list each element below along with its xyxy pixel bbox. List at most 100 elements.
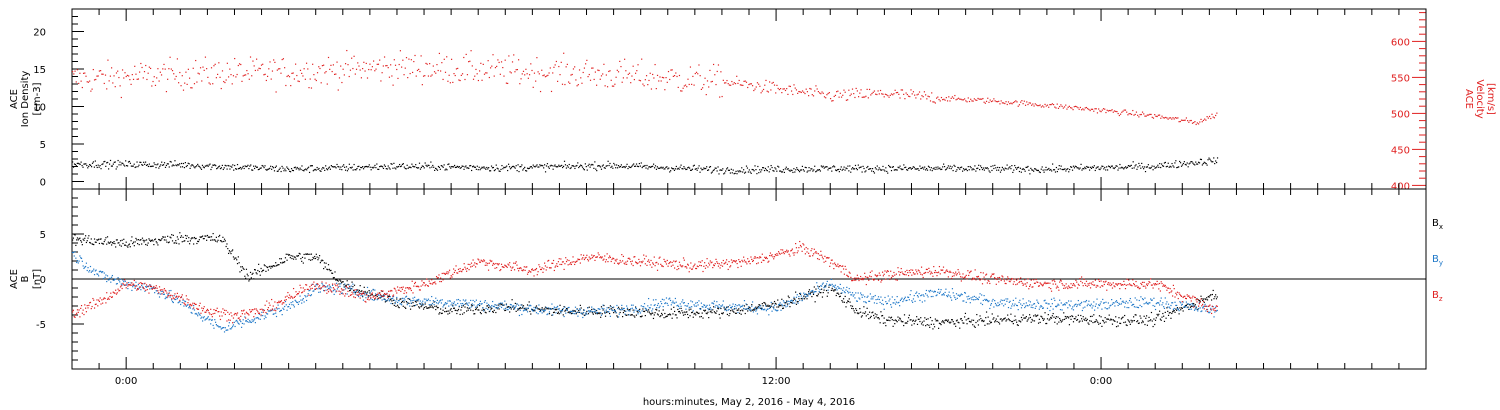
density-point — [780, 171, 783, 173]
velocity-point — [1012, 101, 1014, 104]
velocity-point — [535, 80, 537, 82]
b-y-point — [751, 301, 754, 303]
b-x-point — [891, 319, 893, 321]
density-point — [281, 165, 283, 168]
velocity-point — [760, 92, 762, 94]
density-point — [816, 170, 818, 172]
b-y-point — [431, 302, 434, 305]
velocity-point — [855, 87, 857, 90]
density-point — [561, 164, 563, 167]
density-point — [693, 164, 695, 166]
b-x-point — [917, 318, 919, 320]
velocity-point — [836, 91, 838, 93]
velocity-point — [102, 73, 104, 75]
b-y-point — [665, 297, 668, 299]
b-x-point — [908, 314, 910, 316]
b-y-point — [192, 308, 194, 310]
b-y-point — [115, 283, 118, 285]
b-x-point — [1188, 308, 1190, 311]
velocity-point — [700, 88, 702, 90]
b-y-point — [704, 304, 706, 306]
velocity-point — [497, 59, 499, 61]
b-x-point — [841, 299, 843, 302]
density-point — [1024, 170, 1026, 172]
density-point — [986, 167, 988, 169]
b-x-point — [1111, 323, 1114, 325]
density-point — [989, 171, 991, 173]
velocity-point — [1165, 116, 1167, 119]
b-y-point — [214, 321, 217, 323]
b-y-point — [762, 308, 764, 311]
velocity-point — [532, 86, 534, 88]
velocity-point — [319, 67, 321, 70]
velocity-point — [404, 67, 406, 69]
velocity-point — [799, 91, 801, 93]
density-point — [379, 166, 381, 168]
b-x-point — [1093, 314, 1095, 316]
b-y-point — [412, 297, 414, 299]
b-y-point — [422, 300, 424, 302]
velocity-point — [394, 64, 397, 66]
b-x-point — [493, 309, 495, 311]
b-x-point — [96, 239, 98, 241]
b-x-point — [505, 303, 508, 305]
density-point — [1150, 167, 1152, 169]
b-y-point — [96, 273, 98, 275]
velocity-point — [959, 98, 961, 100]
density-point — [613, 162, 615, 165]
density-point — [261, 164, 263, 167]
b-y-point — [155, 290, 157, 292]
density-point — [1075, 166, 1077, 168]
velocity-point — [1140, 113, 1142, 116]
b-y-point — [833, 285, 835, 287]
velocity-point — [470, 50, 472, 52]
b-y-point — [656, 304, 659, 307]
b-y-point — [795, 296, 798, 298]
b-y-point — [97, 273, 99, 275]
b-y-point — [704, 306, 707, 308]
velocity-axis-label-3: [km/s] — [1485, 83, 1496, 115]
density-point — [454, 166, 457, 169]
b-y-point — [1151, 299, 1153, 301]
velocity-point — [191, 87, 193, 89]
density-point — [323, 167, 325, 169]
b-y-point — [227, 325, 230, 327]
velocity-point — [292, 72, 294, 74]
velocity-point — [293, 78, 295, 80]
b-x-point — [593, 308, 595, 310]
velocity-point — [727, 83, 729, 85]
b-y-point — [158, 296, 161, 298]
b-y-point — [361, 293, 363, 295]
density-point — [909, 167, 912, 169]
density-point — [471, 166, 474, 168]
b-y-point — [260, 315, 262, 317]
velocity-point — [349, 69, 352, 71]
b-x-point — [1156, 313, 1158, 316]
b-x-point — [789, 306, 791, 308]
b-y-point — [355, 290, 357, 293]
b-x-point — [474, 313, 476, 315]
b-x-point — [218, 235, 220, 238]
b-x-point — [672, 313, 674, 315]
b-axis-ticks: -505 — [36, 197, 84, 361]
b-y-point — [477, 304, 479, 306]
b-x-point — [197, 240, 200, 243]
b-y-point — [259, 318, 261, 320]
density-point — [618, 166, 621, 168]
velocity-point — [664, 89, 666, 91]
b-y-point — [416, 299, 418, 301]
b-x-point — [343, 284, 345, 286]
velocity-point — [314, 78, 316, 80]
velocity-point — [648, 79, 650, 82]
b-x-point — [900, 320, 902, 322]
density-point — [1053, 169, 1056, 171]
velocity-point — [258, 67, 260, 69]
density-point — [916, 168, 918, 170]
b-x-point — [746, 304, 748, 306]
b-x-point — [951, 319, 953, 321]
velocity-point — [203, 69, 205, 71]
b-x-point — [336, 279, 338, 281]
b-x-point — [954, 323, 956, 325]
b-x-point — [123, 244, 126, 246]
velocity-point — [758, 83, 760, 85]
